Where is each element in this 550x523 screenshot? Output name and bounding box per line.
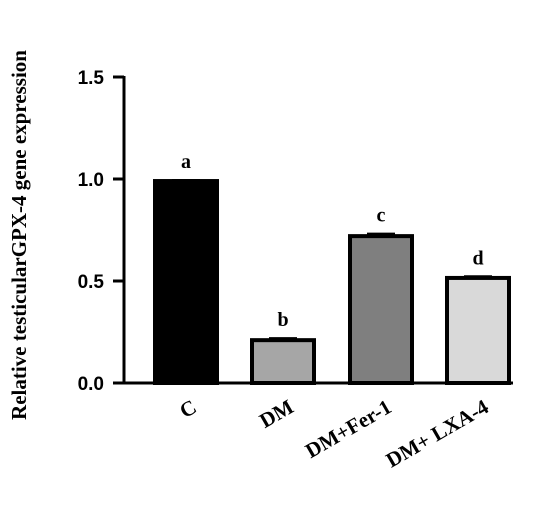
bars: a b c d xyxy=(153,151,511,386)
x-tick-label: DM xyxy=(255,394,297,432)
y-axis-ticks: 0.0 0.5 1.0 1.5 xyxy=(78,68,124,395)
y-axis-label: Relative testicularGPX-4 gene expression xyxy=(7,50,31,420)
y-tick-label: 0.5 xyxy=(78,272,105,293)
x-tick-label: DM+ LXA-4 xyxy=(382,394,493,472)
bar xyxy=(153,179,219,385)
y-tick-label: 0.0 xyxy=(78,374,104,395)
significance-label: a xyxy=(181,151,191,173)
bar xyxy=(250,338,316,386)
y-tick-label: 1.0 xyxy=(78,170,104,191)
x-axis-tick-labels: C DM DM+Fer-1DM+ LXA-4 xyxy=(175,394,493,472)
significance-label: b xyxy=(277,309,288,331)
y-tick-label: 1.5 xyxy=(78,68,105,89)
bar xyxy=(445,275,511,385)
significance-label: c xyxy=(377,205,386,227)
significance-label: d xyxy=(472,247,483,269)
bar xyxy=(348,234,414,385)
x-tick-label: C xyxy=(175,395,200,423)
